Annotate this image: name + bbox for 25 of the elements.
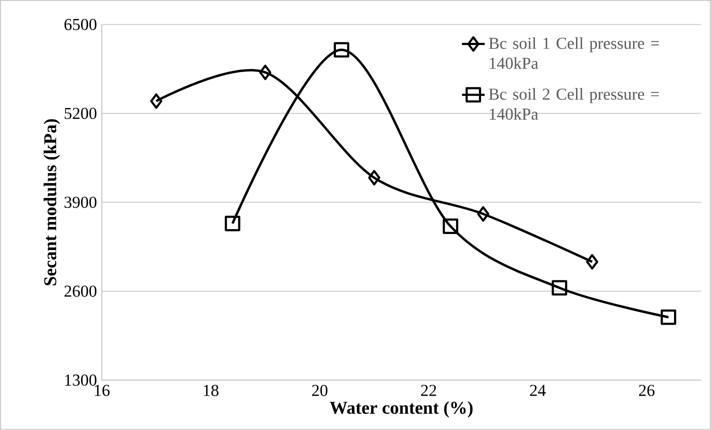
y-tick-label: 3900 [64,196,96,208]
y-tick-label: 2600 [64,286,96,297]
x-tick-label: 24 [530,384,546,396]
point [259,64,272,80]
point [224,216,240,232]
x-tick-label: 22 [421,384,436,396]
point [477,206,490,222]
legend-label: Bc soil 1 Cell pressure = 140kPa [488,37,659,69]
y-tick-label: 1300 [65,374,96,386]
x-tick-label: 18 [204,384,218,396]
point [442,218,458,234]
y-axis-title: Secant modulus (kPa) [44,119,60,286]
point [334,42,350,58]
x-axis-title: Water content (%) [330,401,473,418]
x-tick-label: 20 [312,384,328,396]
legend-label: Bc soil 2 Cell pressure = 140kPa [488,88,659,120]
point [586,254,598,270]
point [368,170,380,186]
x-tick-label: 16 [94,384,110,396]
point [150,93,162,109]
y-tick-label: 6500 [64,18,96,30]
point [660,310,676,325]
y-tick-label: 5200 [64,108,96,120]
point [552,280,568,296]
x-tick-label: 26 [639,384,654,396]
